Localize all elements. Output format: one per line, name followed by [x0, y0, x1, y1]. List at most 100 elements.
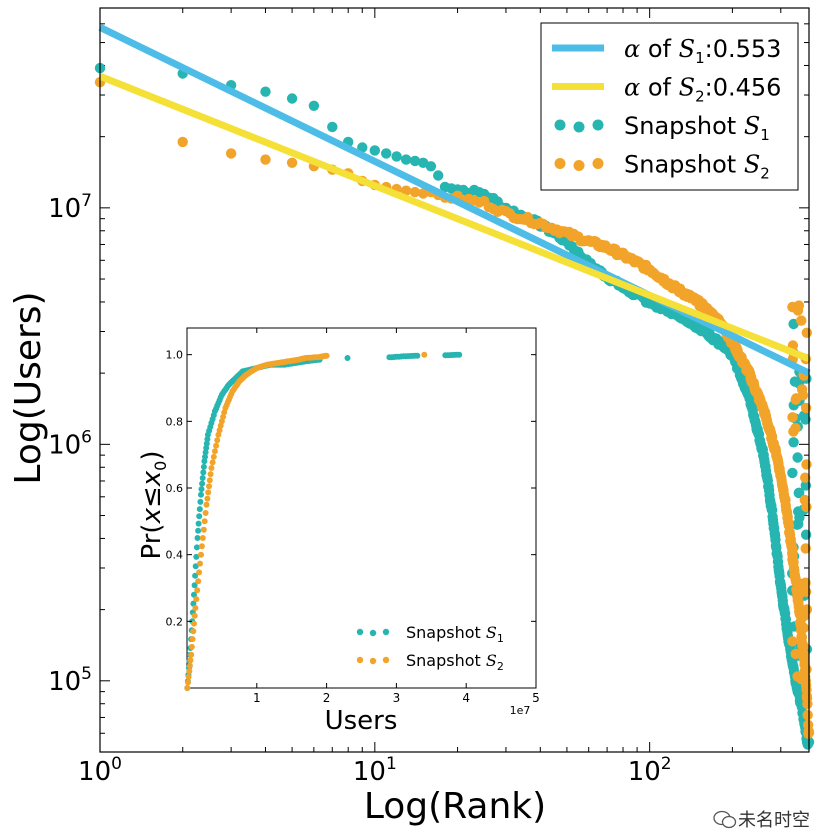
- data-point: [286, 93, 298, 104]
- inset-data-point: [193, 553, 200, 560]
- inset-data-point: [191, 612, 198, 619]
- inset-data-point: [203, 501, 210, 508]
- inset-data-point: [203, 440, 210, 447]
- data-point: [433, 170, 444, 181]
- inset-data-point: [344, 355, 351, 361]
- series-2: [94, 77, 815, 739]
- data-point: [798, 610, 810, 622]
- inset-x-tick-label: 5: [532, 691, 540, 705]
- inset-y-tick-label: 0.8: [166, 415, 184, 428]
- inset-data-point: [217, 422, 224, 429]
- data-point: [400, 154, 412, 165]
- inset-data-point: [192, 605, 199, 611]
- data-point: [794, 487, 805, 498]
- inset-data-point: [199, 535, 206, 541]
- inset-legend-point-swatch: [356, 628, 364, 636]
- data-point: [802, 709, 813, 721]
- inset-legend-point-swatch: [369, 657, 377, 665]
- inset-data-point: [194, 587, 201, 594]
- data-point: [369, 145, 380, 156]
- data-point: [260, 154, 271, 165]
- data-point: [790, 423, 801, 434]
- inset-data-point: [187, 657, 194, 664]
- inset-data-point: [213, 442, 220, 449]
- data-point: [793, 300, 805, 311]
- data-point: [792, 671, 803, 682]
- inset-data-point: [185, 679, 191, 686]
- data-point: [801, 501, 812, 513]
- inset-data-point: [204, 436, 211, 443]
- inset-data-point: [190, 628, 197, 635]
- inset-data-point: [201, 518, 208, 525]
- inset-data-point: [323, 352, 330, 359]
- inset-data-point: [414, 352, 421, 359]
- main-plot-area: [94, 24, 815, 750]
- data-point: [400, 185, 412, 196]
- inset-y-tick-label: 0.4: [166, 549, 184, 562]
- data-point: [327, 121, 338, 133]
- inset-offset-text: 1e7: [510, 704, 531, 717]
- legend-point-swatch: [592, 119, 604, 131]
- data-point: [792, 452, 803, 463]
- inset-data-point: [192, 572, 199, 579]
- data-point: [787, 543, 798, 555]
- inset-frame: [186, 327, 537, 689]
- legend-label: α of S2:0.456: [624, 74, 781, 106]
- inset-data-point: [208, 465, 215, 471]
- legend-label: Snapshot S2: [624, 151, 770, 183]
- data-point: [787, 636, 798, 647]
- data-point: [409, 186, 421, 198]
- data-point: [260, 86, 271, 97]
- inset-data-point: [189, 636, 196, 643]
- data-point: [418, 188, 429, 199]
- data-point: [802, 698, 813, 710]
- x-tick-label: 101: [353, 754, 397, 787]
- data-point: [381, 148, 392, 159]
- inset-data-point: [209, 459, 216, 466]
- data-point: [796, 315, 807, 326]
- inset-data-point: [199, 480, 206, 487]
- inset-data-point: [198, 491, 204, 498]
- inset-legend: Snapshot S1 Snapshot S2: [356, 623, 504, 673]
- inset-data-point: [195, 520, 202, 527]
- inset-data-point: [193, 596, 200, 603]
- inset-data-point: [199, 475, 206, 481]
- inset-x-tick-label: 2: [323, 691, 331, 705]
- inset-y-axis-title: Pr(x≤x0): [137, 451, 170, 560]
- data-point: [793, 518, 804, 530]
- inset-data-point: [205, 489, 212, 496]
- data-point: [793, 506, 804, 517]
- inset-legend-point-swatch: [356, 656, 364, 664]
- inset-data-point: [186, 668, 193, 675]
- inset-data-point: [206, 477, 213, 484]
- inset-series-1: [184, 351, 463, 691]
- data-point: [787, 467, 798, 479]
- inset-data-point: [191, 582, 198, 589]
- x-axis-title: Log(Rank): [364, 786, 546, 827]
- inset-x-tick-label: 4: [462, 691, 470, 705]
- legend-point-swatch: [592, 158, 604, 169]
- y-tick-label: 106: [48, 427, 92, 460]
- fit-line-3: [98, 73, 811, 363]
- data-point: [798, 582, 810, 593]
- inset-data-point: [196, 569, 203, 576]
- legend-point-swatch: [573, 160, 585, 171]
- wechat-icon: [713, 810, 737, 829]
- data-point: [801, 459, 812, 470]
- inset-x-tick-label: 3: [393, 691, 401, 705]
- main-frame: [99, 7, 810, 753]
- inset-data-point: [203, 445, 210, 451]
- main-legend: α of S1:0.553 α of S2:0.456 Snapshot S1 Sna…: [540, 22, 799, 191]
- inset-data-point: [184, 685, 191, 691]
- inset-data-point: [188, 651, 195, 658]
- inset-data-point: [204, 495, 211, 502]
- data-point: [796, 620, 807, 631]
- y-tick-label: 105: [48, 664, 92, 697]
- inset-data-point: [191, 620, 197, 627]
- data-point: [790, 648, 801, 660]
- inset-data-point: [211, 448, 218, 455]
- inset-data-point: [185, 673, 192, 680]
- data-point: [391, 151, 402, 162]
- inset-data-point: [215, 431, 222, 438]
- inset-data-point: [198, 486, 205, 493]
